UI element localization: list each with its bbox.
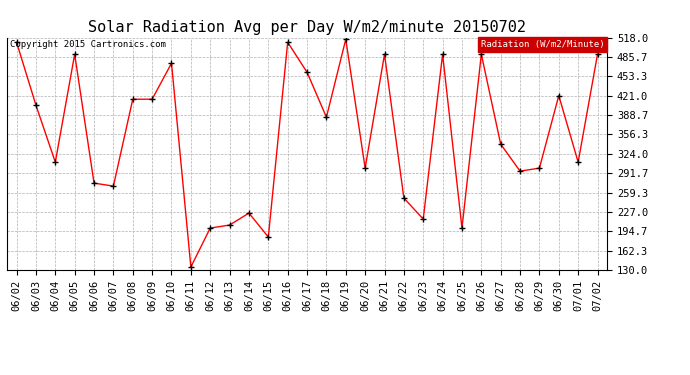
Text: Radiation (W/m2/Minute): Radiation (W/m2/Minute) [480,40,604,49]
Title: Solar Radiation Avg per Day W/m2/minute 20150702: Solar Radiation Avg per Day W/m2/minute … [88,20,526,35]
Text: Copyright 2015 Cartronics.com: Copyright 2015 Cartronics.com [10,40,166,49]
